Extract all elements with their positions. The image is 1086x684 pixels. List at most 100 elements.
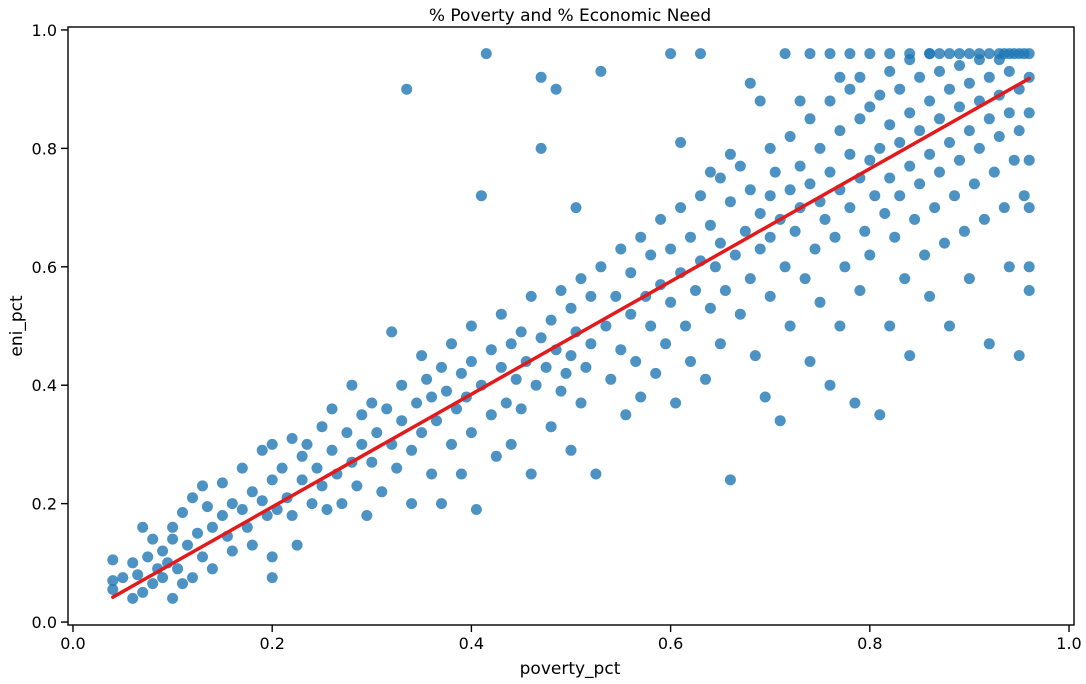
data-point (107, 584, 119, 595)
data-point (958, 225, 970, 237)
data-point (854, 71, 866, 83)
data-point (396, 415, 408, 427)
data-point (919, 249, 931, 261)
data-point (764, 190, 776, 202)
data-point (904, 160, 916, 172)
plot-frame (67, 26, 1075, 626)
data-point (824, 379, 836, 391)
data-point (1023, 202, 1035, 214)
y-axis-label: eni_pct (7, 295, 27, 357)
data-point (1023, 285, 1035, 296)
data-point (1008, 48, 1020, 60)
data-point (789, 225, 801, 237)
data-point (226, 545, 238, 557)
data-point (321, 504, 333, 515)
data-point (824, 95, 836, 107)
data-point (142, 551, 154, 563)
data-point (904, 107, 916, 119)
data-point (132, 569, 144, 581)
data-point (296, 474, 308, 486)
data-point (266, 474, 278, 486)
chart-title: % Poverty and % Economic Need (429, 6, 711, 26)
x-tick-label: 0.4 (459, 634, 484, 653)
data-point (949, 190, 960, 202)
data-point (954, 48, 965, 60)
data-point (714, 237, 726, 249)
data-point (734, 160, 746, 172)
data-point (565, 302, 577, 314)
data-point (216, 510, 228, 521)
data-point (914, 178, 926, 190)
data-point (480, 48, 492, 60)
data-point (764, 231, 776, 243)
data-point (595, 261, 607, 273)
data-point (177, 507, 188, 518)
data-point (1018, 190, 1030, 202)
data-point (490, 450, 502, 462)
data-point (610, 290, 622, 302)
data-point (585, 290, 597, 302)
data-point (555, 385, 567, 397)
data-point (749, 350, 761, 362)
data-point (1023, 154, 1035, 166)
data-point (266, 572, 278, 584)
data-point (515, 326, 527, 338)
data-point (944, 48, 955, 60)
data-point (874, 409, 886, 421)
data-point (814, 142, 826, 154)
data-point (700, 373, 711, 385)
data-point (724, 148, 736, 160)
data-point (924, 95, 936, 107)
data-point (137, 521, 149, 533)
data-point (326, 403, 338, 415)
data-point (1013, 350, 1025, 362)
data-point (206, 563, 218, 575)
data-point (665, 296, 677, 308)
data-point (436, 498, 447, 510)
points-layer (107, 48, 1035, 604)
data-point (963, 125, 975, 137)
data-point (983, 48, 995, 60)
data-point (127, 557, 139, 569)
data-point (983, 113, 995, 125)
data-point (714, 172, 726, 184)
data-point (769, 166, 781, 178)
data-point (147, 578, 159, 590)
data-point (819, 213, 831, 225)
y-tick-label: 0.4 (32, 376, 57, 395)
data-point (635, 391, 647, 403)
data-point (834, 71, 846, 83)
data-point (1003, 107, 1015, 119)
y-tick-label: 0.6 (32, 258, 57, 277)
data-point (595, 65, 607, 77)
data-point (924, 48, 936, 60)
y-tick-label: 0.0 (32, 613, 57, 632)
data-point (206, 521, 218, 533)
data-point (973, 48, 985, 60)
y-tick-label: 1.0 (32, 21, 57, 40)
data-point (421, 373, 433, 385)
data-point (535, 142, 547, 154)
data-point (401, 83, 413, 95)
data-point (894, 190, 906, 202)
data-point (794, 95, 806, 107)
data-point (894, 83, 906, 95)
data-point (645, 320, 657, 332)
data-point (431, 415, 442, 427)
data-point (565, 350, 577, 362)
data-point (426, 391, 438, 403)
data-point (137, 586, 149, 598)
data-point (361, 510, 373, 521)
data-point (854, 113, 866, 125)
data-point (107, 554, 119, 566)
data-point (944, 83, 955, 95)
data-point (670, 397, 682, 409)
data-point (909, 213, 921, 225)
data-point (465, 356, 477, 367)
data-point (406, 498, 418, 510)
data-point (963, 48, 975, 60)
data-point (216, 477, 228, 489)
data-point (575, 397, 587, 409)
data-point (416, 350, 428, 362)
data-point (784, 184, 796, 196)
